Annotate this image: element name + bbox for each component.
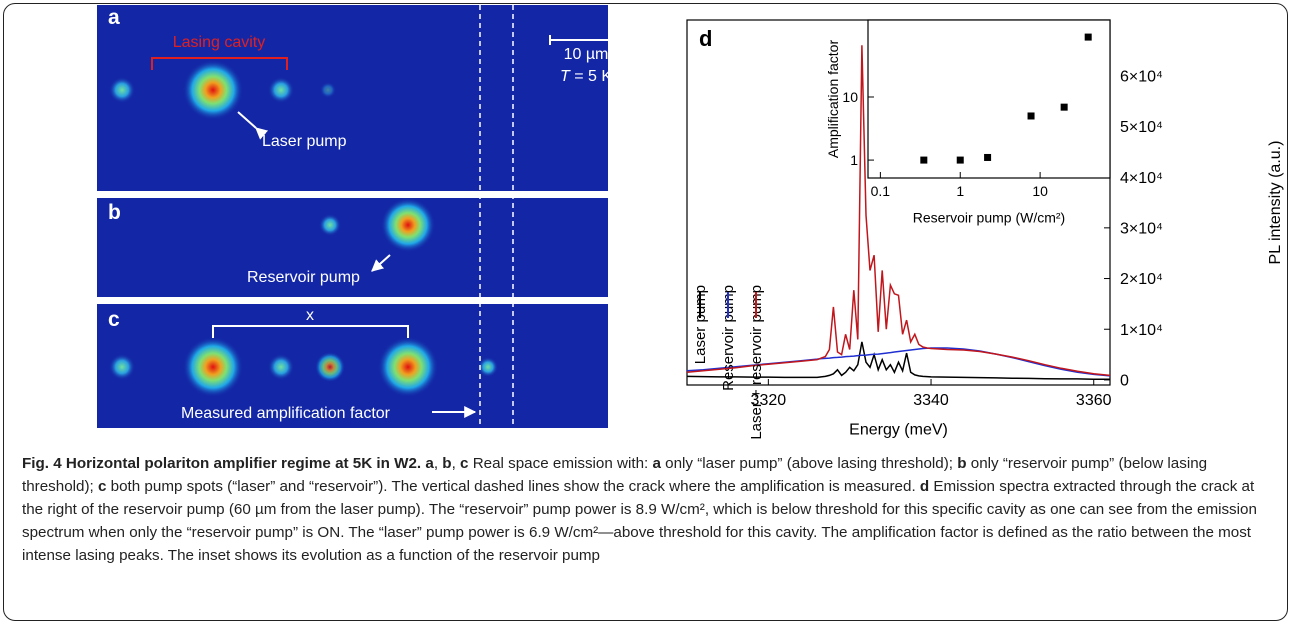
arrow-label: Laser pump <box>262 133 347 150</box>
y-tick-label: 6×10⁴ <box>1120 68 1163 85</box>
x-tick-label: 1 <box>956 183 964 199</box>
spot <box>109 354 135 380</box>
y-tick-label: 10 <box>842 89 858 105</box>
spot <box>183 337 243 397</box>
y-tick-label: 4×10⁴ <box>1120 170 1163 187</box>
arrow-label: Measured amplification factor <box>181 405 391 422</box>
distance-bracket <box>212 325 409 338</box>
caption-run: only “laser pump” (above lasing threshol… <box>660 455 958 472</box>
caption-run: only “reservoir pump” (below lasing thre… <box>22 455 1208 495</box>
panel-label: d <box>699 26 712 51</box>
caption-run: Emission spectra extracted through the c… <box>22 478 1257 564</box>
temperature-value: = 5 K <box>570 68 613 85</box>
figure-border <box>3 3 1288 621</box>
point <box>920 156 928 164</box>
image-a <box>97 5 608 191</box>
spot <box>315 352 345 382</box>
caption-run: , <box>451 455 461 472</box>
y-tick-label: 1 <box>850 152 858 168</box>
y-tick-label: 2×10⁴ <box>1120 271 1163 288</box>
caption-run: c <box>97 478 107 495</box>
x-axis-label: Energy (meV) <box>849 422 948 439</box>
temperature-label: T = 5 K <box>560 68 612 85</box>
spot <box>268 354 294 380</box>
x-tick-label: 3320 <box>751 392 787 409</box>
spot <box>109 77 135 103</box>
caption-run: b <box>442 455 452 472</box>
caption-run: b <box>957 455 967 472</box>
point <box>956 156 964 164</box>
spectrum-line <box>686 45 1111 377</box>
y-tick-label: 3×10⁴ <box>1120 220 1163 237</box>
arrow <box>371 254 391 272</box>
y-tick-label: 5×10⁴ <box>1120 119 1163 136</box>
x-tick-label: 3360 <box>1076 392 1112 409</box>
x-tick-label: 0.1 <box>871 183 891 199</box>
point <box>1084 33 1092 41</box>
arrow-label: Reservoir pump <box>247 269 360 286</box>
spectrum-line <box>686 341 1110 380</box>
x-tick-label: 3340 <box>913 392 949 409</box>
x-axis-label: Reservoir pump (W/cm²) <box>913 209 1065 225</box>
temperature-symbol: T <box>560 68 571 85</box>
legend-label: Reservoir pump <box>720 285 737 391</box>
panel-label: c <box>108 308 120 331</box>
spot <box>381 198 435 252</box>
image-c <box>97 304 608 428</box>
caption-run: d <box>919 478 930 495</box>
spot <box>183 60 243 120</box>
panel-label: b <box>108 201 121 224</box>
plot-frame <box>867 19 1111 179</box>
spot <box>478 357 498 377</box>
panel-label: a <box>108 6 120 29</box>
spot <box>378 337 438 397</box>
cavity-bracket <box>151 57 288 70</box>
legend-label: Laser + reservoir pump <box>748 285 765 440</box>
spot <box>319 214 341 236</box>
spot <box>320 82 336 98</box>
image-b <box>97 198 608 297</box>
point <box>984 153 992 161</box>
y-tick-label: 1×10⁴ <box>1120 322 1163 339</box>
caption-run: , <box>433 455 443 472</box>
caption-run: both pump spots (“laser” and “reservoir”… <box>106 478 920 495</box>
y-tick-label: 0 <box>1120 373 1129 390</box>
spot <box>268 77 294 103</box>
x-tick-label: 10 <box>1032 183 1048 199</box>
caption-run: c <box>460 455 469 472</box>
legend-label: Laser pump <box>692 285 709 364</box>
scale-label: 10 µm <box>564 46 609 63</box>
arrow <box>237 111 269 140</box>
caption-run: a <box>652 455 661 472</box>
caption: Fig. 4 Horizontal polariton amplifier re… <box>22 452 1274 567</box>
point <box>1060 103 1068 111</box>
cavity-label: Lasing cavity <box>173 34 266 51</box>
point <box>1027 112 1035 120</box>
caption-run: Real space emission with: <box>468 455 653 472</box>
y-axis-label: Amplification factor <box>825 40 841 159</box>
y-axis-label: PL intensity (a.u.) <box>1267 141 1284 265</box>
caption-run: Fig. 4 Horizontal polariton amplifier re… <box>22 455 434 472</box>
distance-label: x <box>306 307 314 324</box>
